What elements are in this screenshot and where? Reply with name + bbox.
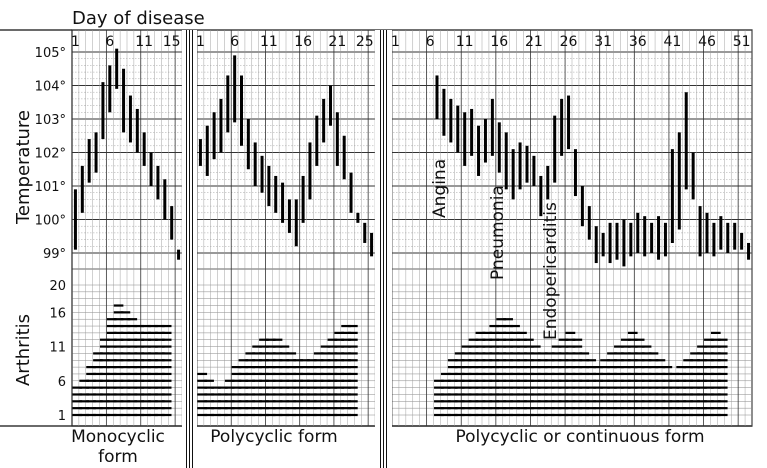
arthritis-tick-label: 11 [49,341,66,356]
temperature-tick-label: 100° [35,214,66,229]
grid: 1 6 11 15 1 6 11 16 21 25 1 6 11 16 21 26 31 36 41 46 51105°… [0,29,753,468]
annotation-angina: Angina [430,159,450,218]
labels: Day of disease Temperature Arthritis Ang… [13,8,705,467]
day-tick-label: 16 [294,34,312,50]
annotation-pneumonia: Pneumonia [488,185,508,280]
day-tick-label: 1 [391,34,400,50]
temperature-tick-label: 99° [43,247,66,262]
day-tick-label: 16 [490,34,508,50]
day-tick-label: 1 [71,34,80,50]
arthritis-tick-label: 6 [58,375,66,390]
panel-title-polycyclic: Polycyclic form [210,427,337,447]
temperature-tick-label: 103° [35,113,66,128]
day-tick-label: 25 [356,34,374,50]
day-tick-label: 31 [594,34,612,50]
day-tick-label: 6 [426,34,435,50]
arthritis-tick-label: 20 [49,279,66,294]
day-tick-label: 6 [105,34,114,50]
temperature-axis-title: Temperature [13,110,34,225]
day-tick-label: 46 [698,34,716,50]
day-tick-label: 11 [135,34,153,50]
day-tick-label: 15 [163,34,181,50]
x-axis-title: Day of disease [72,8,205,29]
day-tick-label: 6 [230,34,239,50]
day-tick-label: 11 [260,34,278,50]
day-tick-label: 1 [196,34,205,50]
annotation-endopericarditis: Endopericarditis [541,202,561,340]
day-tick-label: 26 [560,34,578,50]
marks [72,48,751,417]
temperature-tick-label: 102° [35,147,66,162]
day-tick-label: 51 [733,34,751,50]
arthritis-axis-title: Arthritis [13,314,34,386]
temperature-tick-label: 101° [35,180,66,195]
day-tick-label: 11 [456,34,474,50]
panel-title-polycyclic-continuous: Polycyclic or continuous form [455,427,704,447]
day-tick-label: 41 [663,34,681,50]
arthritis-tick-label: 16 [49,306,66,321]
panel-title-monocyclic-line2: form [98,447,138,467]
arthritis-tick-label: 1 [58,409,66,424]
day-tick-label: 21 [525,34,543,50]
panel-title-monocyclic-line1: Monocyclic [71,427,165,447]
temperature-tick-label: 105° [35,46,66,61]
day-tick-label: 36 [629,34,647,50]
temperature-tick-label: 104° [35,80,66,95]
day-tick-label: 21 [328,34,346,50]
